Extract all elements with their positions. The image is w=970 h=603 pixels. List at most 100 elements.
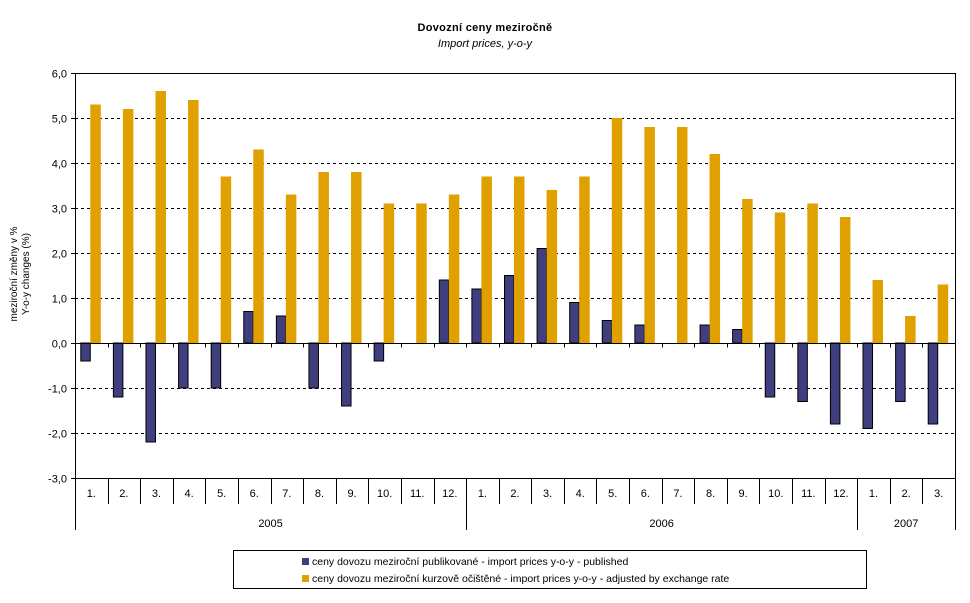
y-tick-label: 4,0 bbox=[52, 159, 67, 171]
x-tick-label: 11. bbox=[410, 488, 424, 500]
x-tick-label: 12. bbox=[833, 488, 848, 500]
bar-adjusted bbox=[122, 109, 134, 343]
bar-adjusted bbox=[872, 280, 884, 343]
x-tick-label: 12. bbox=[442, 488, 457, 500]
bar-adjusted bbox=[351, 172, 362, 343]
bar-adjusted bbox=[611, 118, 623, 343]
y-tick-label: -1,0 bbox=[48, 384, 67, 396]
x-tick-label: 5. bbox=[217, 488, 226, 500]
bar-adjusted bbox=[709, 154, 721, 343]
bar-adjusted bbox=[253, 149, 264, 343]
bar-published bbox=[243, 311, 254, 344]
x-tick-label: 3. bbox=[543, 488, 552, 500]
chart-title: Dovozní ceny meziročně bbox=[417, 22, 553, 34]
year-label: 2006 bbox=[649, 518, 673, 530]
bar-published bbox=[829, 342, 841, 425]
bar-published bbox=[504, 275, 515, 344]
bar-adjusted bbox=[807, 203, 818, 343]
y-tick-label: -2,0 bbox=[48, 429, 67, 441]
legend-item-adjusted: ceny dovozu meziroční kurzově očištěné -… bbox=[302, 573, 729, 585]
bar-adjusted bbox=[448, 194, 460, 343]
bar-published bbox=[862, 342, 874, 429]
y-tick-label: -3,0 bbox=[48, 474, 67, 486]
chart-subtitle: Import prices, y-o-y bbox=[437, 38, 533, 50]
bar-published bbox=[601, 320, 613, 344]
bar-published bbox=[797, 342, 808, 402]
bar-adjusted bbox=[383, 203, 395, 343]
year-label: 2005 bbox=[258, 518, 282, 530]
x-tick-label: 1. bbox=[87, 488, 96, 500]
x-tick-label: 1. bbox=[869, 488, 878, 500]
bar-adjusted bbox=[220, 176, 232, 343]
bar-adjusted bbox=[285, 194, 297, 343]
x-tick-label: 8. bbox=[706, 488, 715, 500]
bar-adjusted bbox=[937, 284, 949, 343]
legend-label-published: ceny dovozu meziroční publikované - impo… bbox=[312, 556, 629, 568]
bar-published bbox=[764, 342, 776, 398]
x-tick-label: 2. bbox=[902, 488, 911, 500]
bar-published bbox=[732, 329, 743, 344]
x-tick-label: 9. bbox=[347, 488, 356, 500]
bar-published bbox=[634, 324, 645, 344]
x-tick-label: 2. bbox=[119, 488, 128, 500]
bar-adjusted bbox=[546, 190, 558, 343]
bar-published bbox=[569, 302, 580, 344]
y-tick-label: 3,0 bbox=[52, 204, 67, 216]
bar-published bbox=[471, 288, 482, 344]
bar-published bbox=[927, 342, 939, 425]
bar-adjusted bbox=[514, 176, 525, 343]
x-tick-label: 7. bbox=[282, 488, 291, 500]
x-tick-label: 11. bbox=[801, 488, 815, 500]
axes bbox=[71, 73, 956, 530]
bar-published bbox=[536, 248, 548, 344]
bar-published bbox=[895, 342, 906, 402]
bar-adjusted bbox=[188, 100, 199, 343]
y-tick-label: 6,0 bbox=[52, 69, 67, 81]
x-tick-label: 3. bbox=[152, 488, 161, 500]
x-tick-label: 6. bbox=[250, 488, 259, 500]
bar-published bbox=[373, 342, 385, 362]
bar-published bbox=[145, 342, 156, 443]
x-tick-label: 8. bbox=[315, 488, 324, 500]
x-tick-label: 6. bbox=[641, 488, 650, 500]
y-tick-label: 2,0 bbox=[52, 249, 67, 261]
x-tick-label: 3. bbox=[934, 488, 943, 500]
y-tick-label: 5,0 bbox=[52, 114, 67, 126]
bar-adjusted bbox=[318, 172, 329, 343]
bar-adjusted bbox=[90, 104, 101, 343]
bar-published bbox=[341, 342, 352, 407]
x-tick-label: 4. bbox=[576, 488, 585, 500]
bar-published bbox=[210, 342, 222, 389]
bar-published bbox=[80, 342, 91, 362]
x-tick-label: 10. bbox=[377, 488, 392, 500]
year-label: 2007 bbox=[894, 518, 918, 530]
x-tick-label: 10. bbox=[768, 488, 783, 500]
bar-published bbox=[438, 279, 450, 344]
x-tick-label: 4. bbox=[184, 488, 193, 500]
x-tick-label: 9. bbox=[739, 488, 748, 500]
bar-adjusted bbox=[416, 203, 427, 343]
bar-published bbox=[308, 342, 319, 389]
legend-swatch-published bbox=[302, 558, 309, 565]
bar-adjusted bbox=[481, 176, 492, 343]
bar-published bbox=[275, 315, 287, 344]
tick-labels: 6,0 5,0 4,0 3,0 2,0 1,0 0,0 -1,0 -2,0 -3,0 1. 2. 3. 4… bbox=[48, 69, 943, 531]
bar-adjusted bbox=[905, 316, 916, 343]
bar-published bbox=[178, 342, 189, 389]
bar-adjusted bbox=[839, 217, 851, 343]
x-tick-label: 5. bbox=[608, 488, 617, 500]
legend: ceny dovozu meziroční publikované - impo… bbox=[233, 550, 867, 589]
bar-adjusted bbox=[579, 176, 590, 343]
bar-published bbox=[112, 342, 124, 398]
bar-published bbox=[699, 324, 711, 344]
legend-item-published: ceny dovozu meziroční publikované - impo… bbox=[302, 556, 628, 568]
legend-swatch-adjusted bbox=[302, 575, 309, 582]
legend-label-adjusted: ceny dovozu meziroční kurzově očištěné -… bbox=[312, 573, 730, 585]
x-tick-label: 1. bbox=[478, 488, 487, 500]
y-tick-label: 1,0 bbox=[52, 294, 67, 306]
bars bbox=[80, 91, 949, 443]
bar-adjusted bbox=[774, 212, 786, 343]
bar-adjusted bbox=[742, 199, 753, 343]
y-tick-label: 0,0 bbox=[52, 339, 67, 351]
